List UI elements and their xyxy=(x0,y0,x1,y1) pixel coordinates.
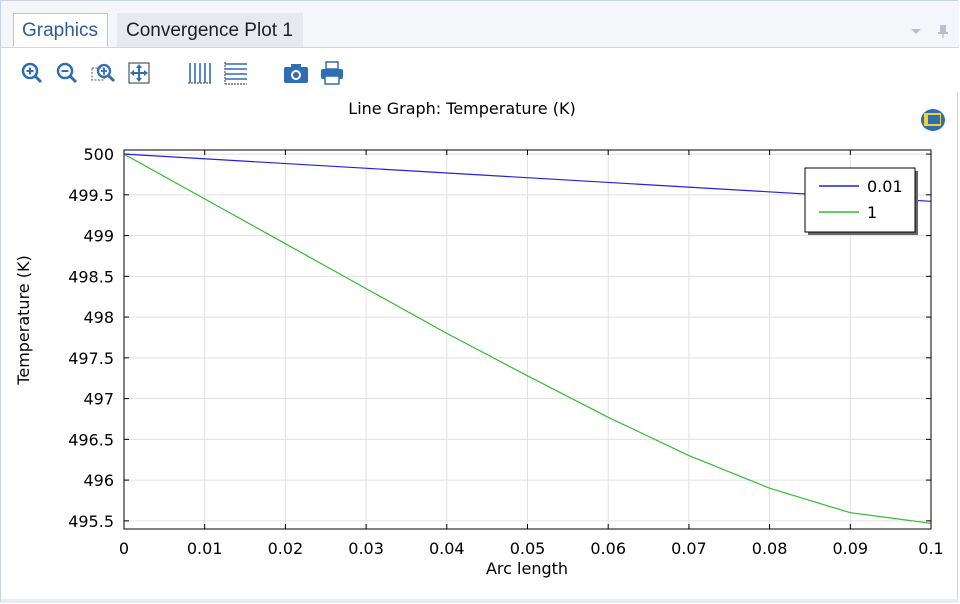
series xyxy=(123,153,932,524)
x-axis-label: Arc length xyxy=(486,559,568,578)
tab-convergence-plot-1[interactable]: Convergence Plot 1 xyxy=(117,13,303,47)
y-tick-label: 499 xyxy=(83,227,114,246)
tab-graphics[interactable]: Graphics xyxy=(13,13,108,47)
zoom-extents-icon[interactable] xyxy=(126,60,152,86)
y-tick-label: 495.5 xyxy=(68,512,114,531)
x-tick-label: 0.04 xyxy=(429,539,465,558)
series-line-0 xyxy=(123,153,932,202)
print-icon[interactable] xyxy=(319,60,345,86)
zoom-in-icon[interactable] xyxy=(19,60,45,86)
y-tick-label: 497.5 xyxy=(68,349,114,368)
toolbar xyxy=(1,48,959,92)
y-axis-label: Temperature (K) xyxy=(14,255,33,385)
y-tick-label: 499.5 xyxy=(68,186,114,205)
series-line-1 xyxy=(123,153,932,524)
x-tick-label: 0 xyxy=(119,539,129,558)
zoom-box-icon[interactable] xyxy=(91,60,117,86)
bottom-strip xyxy=(1,599,959,603)
camera-icon[interactable] xyxy=(283,60,309,86)
y-tick-label: 497 xyxy=(83,390,114,409)
y-tick-label: 500 xyxy=(83,145,114,164)
plot-area[interactable]: Line Graph: Temperature (K) 0 0.01 0.02 0.0… xyxy=(1,92,959,597)
y-tick-label: 498 xyxy=(83,308,114,327)
chart-title: Line Graph: Temperature (K) xyxy=(348,99,575,118)
y-grid-icon[interactable] xyxy=(223,60,249,86)
legend: 0.01 1 xyxy=(804,167,918,235)
legend-entry-0: 0.01 xyxy=(867,177,903,196)
x-tick-label: 0.03 xyxy=(348,539,384,558)
pin-icon[interactable] xyxy=(935,23,951,39)
x-grid-icon[interactable] xyxy=(187,60,213,86)
y-tick-label: 498.5 xyxy=(68,267,114,286)
y-tick-label: 496 xyxy=(83,471,114,490)
x-tick-label: 0.09 xyxy=(832,539,868,558)
x-tick-label: 0.07 xyxy=(671,539,707,558)
grid xyxy=(123,150,932,529)
tab-controls xyxy=(902,23,951,43)
x-tick-label: 0.06 xyxy=(590,539,626,558)
legend-box xyxy=(804,167,916,233)
x-tick-label: 0.08 xyxy=(752,539,788,558)
ticks: 0 0.01 0.02 0.03 0.04 0.05 0.06 0.07 0.08 0.09 0.1… xyxy=(68,145,944,558)
x-tick-label: 0.02 xyxy=(268,539,304,558)
line-graph[interactable]: Line Graph: Temperature (K) 0 0.01 0.02 0.0… xyxy=(1,92,959,597)
x-tick-label: 0.01 xyxy=(187,539,223,558)
y-tick-label: 496.5 xyxy=(68,430,114,449)
x-tick-label: 0.1 xyxy=(918,539,943,558)
plot-frame xyxy=(123,149,932,530)
x-tick-label: 0.05 xyxy=(510,539,546,558)
legend-entry-1: 1 xyxy=(867,203,877,222)
dropdown-arrow-icon[interactable] xyxy=(908,23,924,39)
zoom-out-icon[interactable] xyxy=(54,60,80,86)
colorbar-toggle-icon[interactable] xyxy=(921,109,945,131)
tab-bar: Graphics Convergence Plot 1 xyxy=(1,1,959,48)
